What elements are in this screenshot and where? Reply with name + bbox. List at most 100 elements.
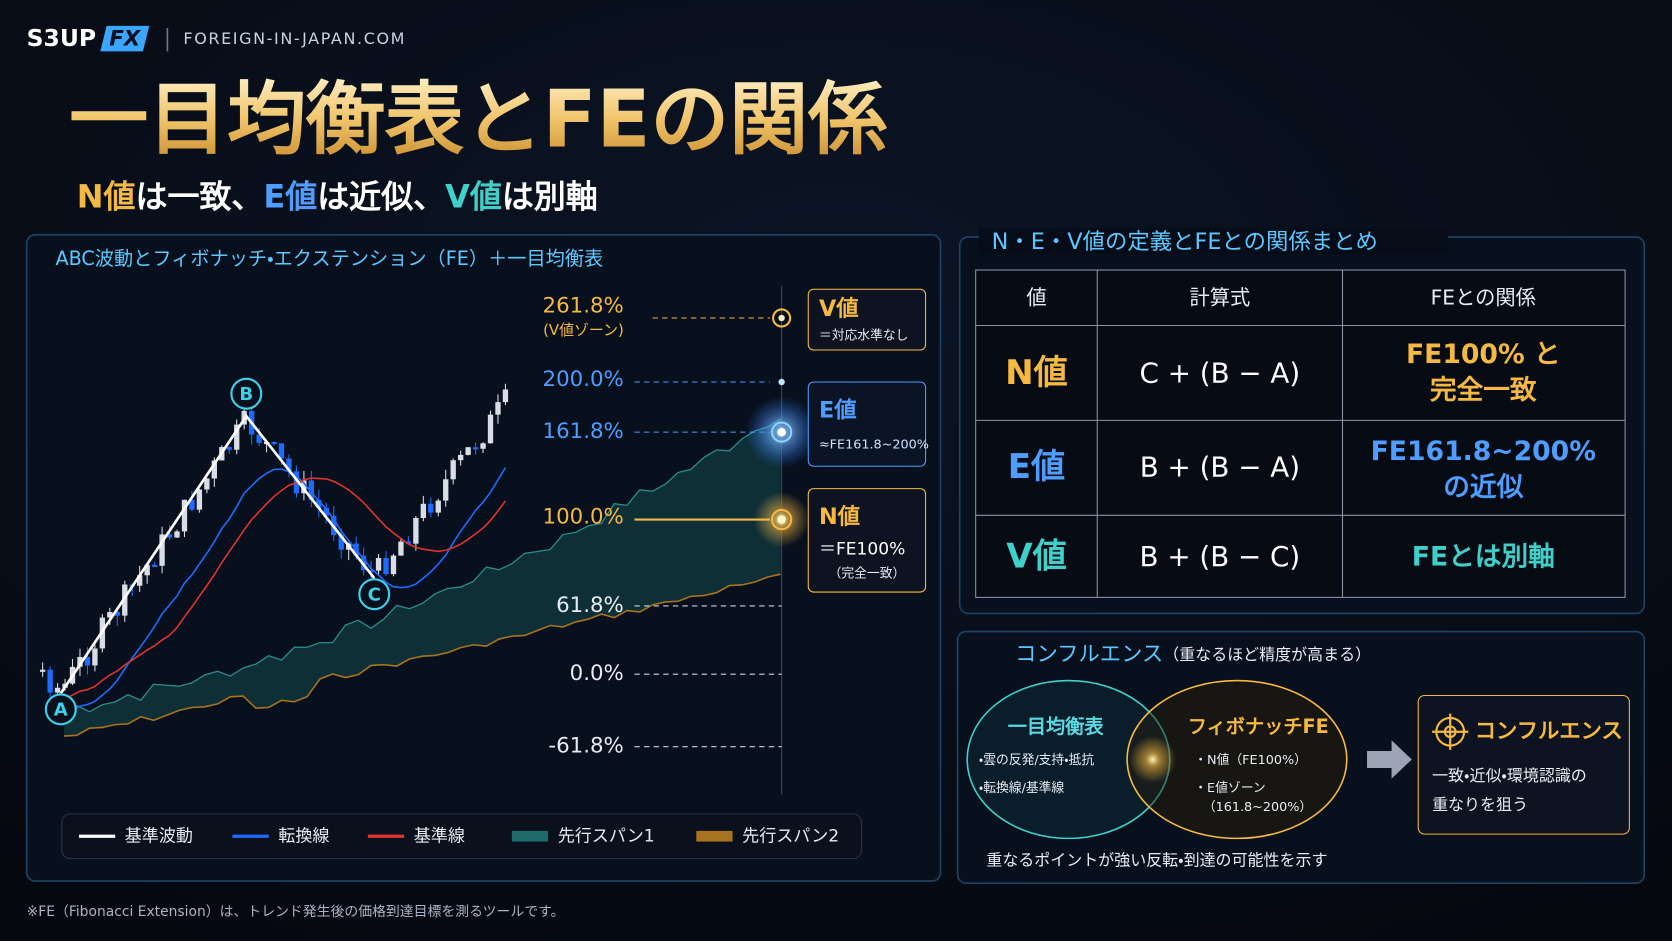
level-label: -61.8%	[548, 734, 623, 759]
subtitle-n: N値	[77, 178, 136, 216]
legend	[61, 813, 863, 860]
candle-body	[338, 535, 344, 550]
candle-body	[316, 500, 322, 508]
candle-body	[181, 499, 188, 532]
brand-fx: FX	[109, 27, 142, 52]
candle-body	[151, 564, 158, 567]
callout-sub: （完全一致）	[829, 566, 906, 581]
legend-label: 基準線	[414, 826, 465, 846]
candle-body	[472, 447, 479, 450]
chart-area: A B C	[39, 377, 781, 737]
table-cell: B + (B − A)	[1140, 450, 1300, 483]
venn-title: フィボナッチFE	[1188, 715, 1329, 738]
cloud	[63, 418, 781, 737]
candle-body	[166, 534, 173, 538]
candle-body	[47, 669, 53, 693]
table-cell: 完全一致	[1429, 375, 1537, 406]
level-label: 61.8%	[556, 593, 624, 618]
candle-body	[286, 458, 292, 472]
table-header: 計算式	[1189, 285, 1250, 309]
table-cell: C + (B − A)	[1140, 357, 1301, 390]
marker	[770, 508, 793, 531]
candle-body	[77, 656, 83, 667]
callout-text: ≈FE161.8~200%	[819, 437, 929, 452]
candle-body	[137, 575, 143, 586]
result-box	[1417, 694, 1630, 835]
confluence-title-main: コンフルエンス	[1015, 642, 1163, 667]
table-title: N・E・V値の定義とFEとの関係まとめ	[992, 229, 1378, 255]
candle-body	[495, 402, 501, 415]
site-name: FOREIGN-IN-JAPAN.COM	[183, 29, 406, 48]
footnote: ※FE（Fibonacci Extension）は、トレンド発生後の価格到達目標…	[27, 904, 565, 920]
candle-body	[480, 443, 486, 449]
base-wave	[59, 413, 376, 695]
candle-body	[301, 480, 307, 494]
candle-body	[450, 460, 456, 480]
main-title: 一目均衡表とFEの関係	[69, 73, 887, 165]
candle-body	[92, 648, 98, 666]
tenkan-line	[64, 467, 507, 715]
marker	[770, 421, 793, 443]
chart-title: ABC波動とフィボナッチ・エクステンション（FE）＋一目均衡表	[55, 247, 603, 270]
level-label: 100.0%	[543, 504, 624, 529]
candle-body	[189, 499, 195, 510]
level-label: 0.0%	[570, 661, 624, 686]
marker	[778, 314, 785, 322]
callout-v	[807, 288, 927, 351]
table-cell: E値	[1008, 447, 1065, 487]
wave-point	[44, 693, 77, 726]
candle-body	[144, 564, 150, 576]
candle-body	[234, 424, 240, 450]
wave-point	[358, 578, 391, 611]
table-grid	[975, 269, 1626, 598]
table-cell: の近似	[1443, 472, 1523, 503]
result-title: コンフルエンス	[1475, 719, 1623, 744]
result-line: 一致・近似・環境認識の	[1432, 766, 1587, 785]
candle-body	[443, 479, 449, 501]
confluence-note: 重なるポイントが強い反転・到達の可能性を示す	[986, 850, 1327, 869]
candle-body	[204, 478, 210, 490]
table-header: 値	[1026, 285, 1046, 309]
subtitle-text: は近似、	[317, 178, 445, 216]
span-a	[63, 418, 781, 714]
table-cell: B + (B − C)	[1140, 540, 1301, 573]
legend-label: 先行スパン1	[558, 826, 655, 846]
table-cell: FE100% と	[1406, 339, 1561, 370]
candle-body	[375, 557, 382, 571]
candle-body	[308, 480, 315, 501]
candle-body	[278, 443, 285, 459]
confluence-title-note: （重なるほど精度が高まる）	[1163, 644, 1371, 663]
candle-body	[457, 454, 464, 461]
subtitle-text: は別軸	[502, 178, 598, 216]
candle-body	[54, 687, 61, 693]
callout-text: ＝FE100%	[819, 539, 905, 559]
candle-body	[502, 389, 509, 403]
callout-title: V値	[819, 296, 859, 322]
wave-point	[230, 377, 263, 410]
legend-label: 転換線	[278, 826, 329, 846]
venn-item: ・N値（FE100%）	[1194, 752, 1307, 768]
table-cell: FE161.8~200%	[1371, 436, 1596, 467]
candle-body	[174, 531, 180, 538]
marker	[772, 308, 792, 328]
wave-point-label: C	[368, 584, 381, 605]
subtitle: N値は一致、E値は近似、V値は別軸	[77, 178, 598, 216]
venn-fe	[1126, 679, 1348, 840]
marker	[778, 378, 785, 386]
candle-body	[383, 557, 389, 575]
callout-title: E値	[819, 397, 857, 423]
callout-title: N値	[819, 504, 860, 530]
confluence-title: コンフルエンス（重なるほど精度が高まる）	[1015, 642, 1371, 667]
wave-point-label: A	[54, 699, 68, 720]
candle-body	[271, 442, 277, 445]
title-mask	[978, 228, 1449, 255]
candle-body	[211, 460, 217, 479]
level-sub: (V値ゾーン)	[543, 321, 624, 339]
legend-label: 基準波動	[125, 826, 193, 846]
subtitle-e: E値	[263, 178, 317, 216]
table-header: FEとの関係	[1431, 285, 1536, 309]
subtitle-v: V値	[445, 178, 502, 216]
venn-item: ・雲の反発/支持・抵抗	[979, 753, 1094, 768]
kijun-line	[64, 477, 507, 700]
